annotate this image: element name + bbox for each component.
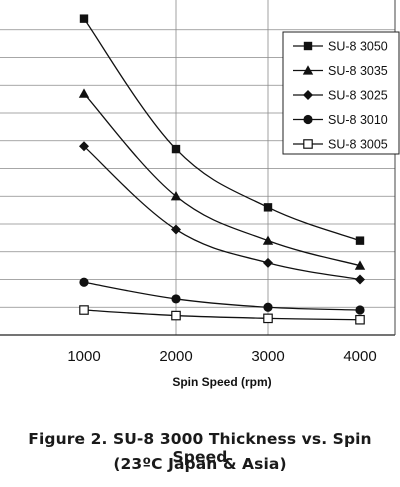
x-axis-label: Spin Speed (rpm) (172, 375, 271, 389)
data-point (263, 313, 273, 324)
data-point (355, 236, 365, 245)
data-point (170, 191, 182, 201)
legend-item: SU-8 3005 (293, 138, 388, 152)
x-tick-label: 4000 (343, 348, 376, 365)
figure-caption-title: Figure 2. SU-8 3000 Thickness vs. Spin S… (28, 430, 372, 466)
data-point (263, 257, 273, 268)
data-point (78, 88, 90, 98)
x-tick-labels: 1000 2000 3000 4000 (67, 348, 376, 365)
legend-marker (303, 114, 313, 125)
legend-label: SU-8 3025 (328, 89, 388, 103)
data-point (79, 14, 89, 23)
legend-marker (302, 65, 314, 75)
legend-item: SU-8 3010 (293, 113, 388, 127)
data-point (262, 235, 274, 245)
data-point (171, 144, 181, 154)
series-su-8-3050 (79, 14, 365, 245)
figure-caption-subtitle: (23ºC Japan & Asia) (113, 455, 287, 473)
legend-marker (303, 41, 313, 51)
legend-label: SU-8 3035 (328, 64, 388, 78)
series-line (83, 18, 361, 242)
legend-marker (303, 139, 313, 149)
data-point (355, 305, 365, 315)
legend-item: SU-8 3025 (293, 89, 388, 103)
data-point (171, 294, 181, 304)
series-line (83, 309, 361, 321)
x-tick-label: 2000 (159, 348, 192, 365)
thickness-vs-spin-speed-chart: SU-8 3050 SU-8 3035 SU-8 3025 SU-8 3010 SU-8… (0, 0, 400, 389)
legend: SU-8 3050 SU-8 3035 SU-8 3025 SU-8 3010 SU-8… (282, 31, 400, 155)
data-series (78, 14, 366, 325)
data-point (355, 314, 365, 325)
series-su-8-3025 (79, 141, 365, 285)
legend-label: SU-8 3005 (328, 138, 388, 152)
legend-label: SU-8 3050 (328, 40, 388, 54)
data-point (355, 274, 365, 285)
data-point (79, 305, 89, 315)
series-su-8-3005 (79, 305, 365, 325)
data-point (263, 203, 273, 212)
legend-marker (303, 90, 313, 100)
data-point (171, 224, 181, 235)
legend-item: SU-8 3035 (293, 64, 388, 78)
series-line (83, 145, 361, 281)
data-point (354, 260, 366, 270)
data-point (79, 277, 89, 287)
x-tick-label: 3000 (251, 348, 284, 365)
legend-item: SU-8 3050 (293, 40, 388, 54)
data-point (171, 310, 181, 321)
series-line (83, 93, 361, 267)
data-point (79, 141, 89, 152)
series-su-8-3010 (79, 277, 365, 315)
x-tick-label: 1000 (67, 348, 100, 365)
series-line (83, 281, 361, 311)
legend-label: SU-8 3010 (328, 113, 388, 127)
legend-box (282, 31, 400, 155)
data-point (263, 302, 273, 312)
series-su-8-3035 (78, 88, 366, 270)
